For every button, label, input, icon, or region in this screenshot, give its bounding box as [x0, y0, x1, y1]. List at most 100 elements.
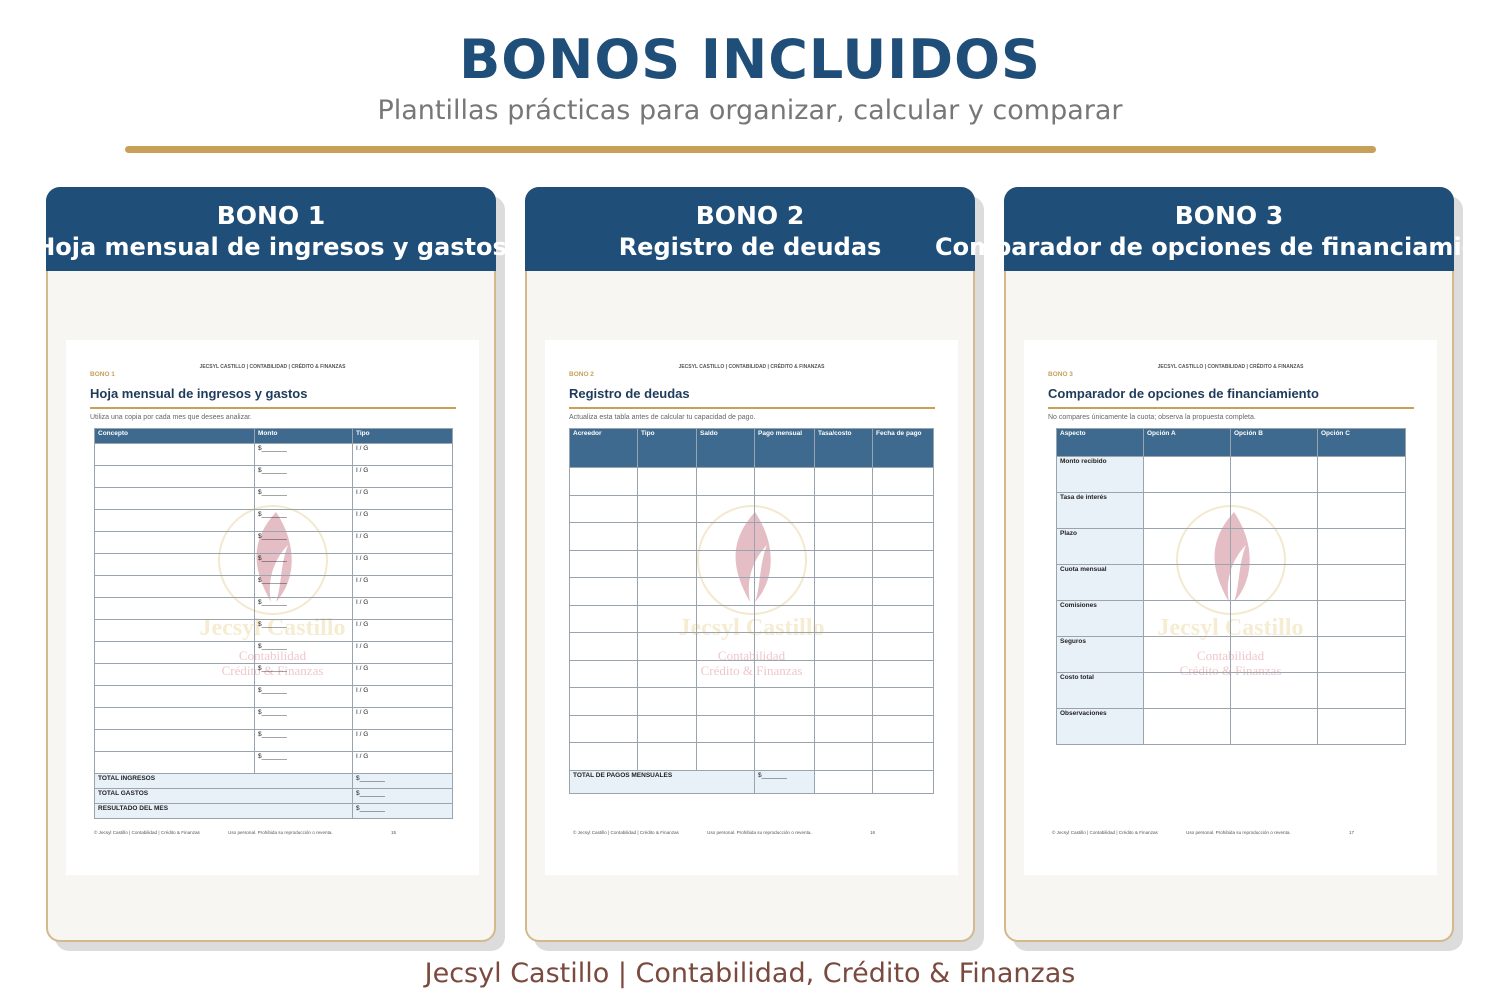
cell: [814, 769, 873, 794]
bonus-card: Jecsyl Castillo Contabilidad Crédito & Fin…: [525, 187, 984, 951]
table-row: $_______ I / G: [94, 751, 453, 774]
cell: [637, 632, 697, 661]
cell: [1317, 528, 1406, 565]
column-header: Opción C: [1317, 428, 1406, 457]
table-row: Tasa de interés: [1056, 492, 1406, 529]
cell: [814, 714, 873, 743]
cell: [1143, 708, 1231, 745]
table-row: $_______ I / G: [94, 619, 453, 642]
cell: [1143, 636, 1231, 673]
cell: [569, 632, 638, 661]
table-row: $_______ I / G: [94, 553, 453, 576]
total-label: TOTAL INGRESOS: [94, 773, 353, 789]
cell: [814, 632, 873, 661]
type-cell: I / G: [352, 465, 453, 488]
table-row: $_______ I / G: [94, 729, 453, 752]
doc-rule: [569, 407, 935, 409]
doc-brand: JECSYL CASTILLO | CONTABILIDAD | CRÉDITO…: [1157, 364, 1304, 370]
cell: [1230, 636, 1318, 673]
cell: [872, 577, 934, 606]
amount-cell: $_______: [254, 729, 353, 752]
cell: [94, 509, 255, 532]
table-row: $_______ I / G: [94, 663, 453, 686]
amount-cell: $_______: [254, 509, 353, 532]
cell: [94, 619, 255, 642]
table-row: [569, 549, 934, 578]
cell: [569, 522, 638, 551]
cell: [637, 494, 697, 523]
table-row: Observaciones: [1056, 708, 1406, 745]
cell: [1317, 456, 1406, 493]
doc-footer-left: © Jecsyl Castillo | Contabilidad | Crédi…: [94, 830, 200, 835]
card-header: BONO 1 Hoja mensual de ingresos y gastos: [35, 187, 507, 271]
card-header: BONO 3 Comparador de opciones de financia…: [935, 187, 1500, 271]
amount-cell: $_______: [254, 531, 353, 554]
template-page: Jecsyl Castillo Contabilidad Crédito & Fin…: [545, 340, 958, 875]
type-cell: I / G: [352, 729, 453, 752]
table-row: $_______ I / G: [94, 575, 453, 598]
cell: [569, 577, 638, 606]
amount-cell: $_______: [254, 597, 353, 620]
cell: [637, 659, 697, 688]
total-amount: $_______: [754, 769, 815, 794]
type-cell: I / G: [352, 553, 453, 576]
template-page: Jecsyl Castillo Contabilidad Crédito & Fin…: [1024, 340, 1437, 875]
total-row: TOTAL DE PAGOS MENSUALES $_______: [569, 769, 934, 794]
cell: [754, 632, 815, 661]
cell: [1317, 600, 1406, 637]
header-row: Acreedor Tipo Saldo Pago mensual Tasa/costo F…: [569, 428, 934, 468]
type-cell: I / G: [352, 597, 453, 620]
doc-note: No compares únicamente la cuota; observa…: [1048, 414, 1256, 421]
cell: [94, 531, 255, 554]
page-footer: Jecsyl Castillo | Contabilidad, Crédito …: [424, 958, 1076, 989]
table-row: [569, 687, 934, 716]
cell: [637, 549, 697, 578]
cell: [696, 714, 755, 743]
template-table: Concepto Monto Tipo $_______ I / G $_______ I …: [94, 428, 453, 819]
type-cell: I / G: [352, 685, 453, 708]
cell: [696, 577, 755, 606]
table-row: Monto recibido: [1056, 456, 1406, 493]
doc-note: Actualiza esta tabla antes de calcular t…: [569, 414, 756, 421]
type-cell: I / G: [352, 575, 453, 598]
total-label: TOTAL DE PAGOS MENSUALES: [569, 769, 755, 794]
doc-footer-right: Uso personal. Prohibida su reproducción …: [707, 830, 812, 835]
cell: [94, 575, 255, 598]
bonus-card: Jecsyl Castillo Contabilidad Crédito & Fin…: [935, 187, 1500, 951]
table-row: Comisiones: [1056, 600, 1406, 637]
cell: [94, 663, 255, 686]
cell: [814, 522, 873, 551]
page-number: 16: [870, 830, 876, 835]
cell: [1230, 456, 1318, 493]
cell: [1143, 492, 1231, 529]
cell: [814, 742, 873, 771]
column-header: Fecha de pago: [872, 428, 934, 468]
cell: [872, 549, 934, 578]
cell: [94, 597, 255, 620]
page-subtitle: Plantillas prácticas para organizar, cal…: [377, 95, 1123, 126]
table-row: $_______ I / G: [94, 597, 453, 620]
column-header: Acreedor: [569, 428, 638, 468]
cell: [1143, 528, 1231, 565]
doc-note: Utiliza una copia por cada mes que desee…: [90, 414, 252, 421]
cell: [94, 751, 255, 774]
column-header: Tipo: [352, 428, 453, 444]
type-cell: I / G: [352, 641, 453, 664]
table-row: [569, 714, 934, 743]
table-row: $_______ I / G: [94, 509, 453, 532]
cell: [1143, 600, 1231, 637]
cell: [872, 604, 934, 633]
cell: [872, 467, 934, 496]
cell: [569, 549, 638, 578]
doc-brand: JECSYL CASTILLO | CONTABILIDAD | CRÉDITO…: [678, 364, 825, 370]
doc-footer-right: Uso personal. Prohibida su reproducción …: [1186, 830, 1291, 835]
doc-footer-left: © Jecsyl Castillo | Contabilidad | Crédi…: [573, 830, 679, 835]
doc-heading: Comparador de opciones de financiamiento: [1048, 386, 1319, 401]
table-row: [569, 632, 934, 661]
cell: [94, 707, 255, 730]
cell: [754, 522, 815, 551]
column-header: Tasa/costo: [814, 428, 873, 468]
column-header: Opción A: [1143, 428, 1231, 457]
cell: [872, 687, 934, 716]
